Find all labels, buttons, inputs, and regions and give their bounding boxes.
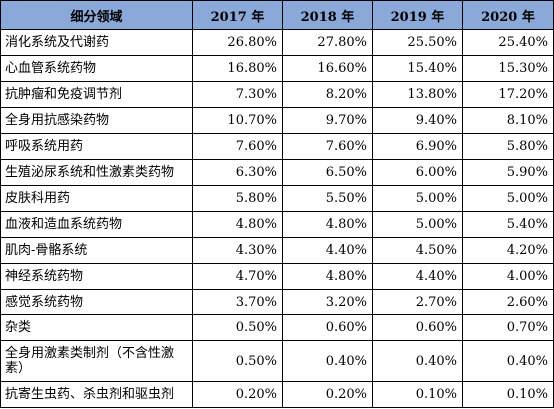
table-row: 心血管系统药物 16.80% 16.60% 15.40% 15.30% xyxy=(0,54,554,82)
header-2020: 2020 年 xyxy=(462,0,554,30)
row-value-cell: 5.00% xyxy=(372,184,463,212)
row-value-cell: 0.20% xyxy=(192,380,283,409)
row-segment-cell: 血液和造血系统药物 xyxy=(0,210,193,238)
row-value-cell: 4.40% xyxy=(282,236,373,264)
row-value-cell: 0.60% xyxy=(372,314,463,342)
row-value-cell: 3.70% xyxy=(192,288,283,316)
row-value-cell: 10.70% xyxy=(192,106,283,134)
row-value-cell: 7.60% xyxy=(192,132,283,160)
table-row: 抗肿瘤和免疫调节剂 7.30% 8.20% 13.80% 17.20% xyxy=(0,80,554,108)
table-body: 消化系统及代谢药 26.80% 27.80% 25.50% 25.40% 心血管系统药物 1… xyxy=(0,29,554,409)
row-value-cell: 6.50% xyxy=(282,158,373,186)
row-value-cell: 13.80% xyxy=(372,80,463,108)
row-value-cell: 2.70% xyxy=(372,288,463,316)
row-value-cell: 0.50% xyxy=(192,340,283,382)
row-segment-cell: 心血管系统药物 xyxy=(0,54,193,82)
table-row: 血液和造血系统药物 4.80% 4.80% 5.00% 5.40% xyxy=(0,210,554,238)
row-value-cell: 4.80% xyxy=(192,210,283,238)
table-row: 肌肉-骨骼系统 4.30% 4.40% 4.50% 4.20% xyxy=(0,236,554,264)
row-segment-cell: 皮肤科用药 xyxy=(0,184,193,212)
row-segment-cell: 神经系统药物 xyxy=(0,262,193,290)
row-value-cell: 4.70% xyxy=(192,262,283,290)
row-value-cell: 0.40% xyxy=(372,340,463,382)
row-value-cell: 2.60% xyxy=(462,288,554,316)
row-value-cell: 4.20% xyxy=(462,236,554,264)
row-value-cell: 4.40% xyxy=(372,262,463,290)
row-value-cell: 17.20% xyxy=(462,80,554,108)
header-2017: 2017 年 xyxy=(192,0,283,30)
row-value-cell: 16.80% xyxy=(192,54,283,82)
table-row: 生殖泌尿系统和性激素类药物 6.30% 6.50% 6.00% 5.90% xyxy=(0,158,554,186)
row-segment-cell: 杂类 xyxy=(0,314,193,342)
row-value-cell: 5.50% xyxy=(282,184,373,212)
row-value-cell: 8.20% xyxy=(282,80,373,108)
table-row: 抗寄生虫药、杀虫剂和驱虫剂 0.20% 0.20% 0.10% 0.10% xyxy=(0,380,554,409)
table-row: 神经系统药物 4.70% 4.80% 4.40% 4.00% xyxy=(0,262,554,290)
row-value-cell: 15.40% xyxy=(372,54,463,82)
row-value-cell: 8.10% xyxy=(462,106,554,134)
row-value-cell: 3.20% xyxy=(282,288,373,316)
table-row: 呼吸系统用药 7.60% 7.60% 6.90% 5.80% xyxy=(0,132,554,160)
row-value-cell: 5.80% xyxy=(462,132,554,160)
table-row: 消化系统及代谢药 26.80% 27.80% 25.50% 25.40% xyxy=(0,29,554,56)
table-row: 感觉系统药物 3.70% 3.20% 2.70% 2.60% xyxy=(0,288,554,316)
row-value-cell: 0.40% xyxy=(462,340,554,382)
row-segment-cell: 呼吸系统用药 xyxy=(0,132,193,160)
row-segment-cell: 全身用抗感染药物 xyxy=(0,106,193,134)
row-segment-cell: 肌肉-骨骼系统 xyxy=(0,236,193,264)
table-header: 细分领域 2017 年 2018 年 2019 年 2020 年 xyxy=(0,0,554,30)
row-value-cell: 0.60% xyxy=(282,314,373,342)
row-value-cell: 5.00% xyxy=(462,184,554,212)
table-row: 杂类 0.50% 0.60% 0.60% 0.70% xyxy=(0,314,554,342)
row-value-cell: 4.80% xyxy=(282,262,373,290)
row-value-cell: 7.60% xyxy=(282,132,373,160)
row-value-cell: 0.50% xyxy=(192,314,283,342)
row-segment-cell: 消化系统及代谢药 xyxy=(0,29,193,56)
row-value-cell: 5.00% xyxy=(372,210,463,238)
row-value-cell: 9.70% xyxy=(282,106,373,134)
table-row: 全身用激素类制剂（不含性激素） 0.50% 0.40% 0.40% 0.40% xyxy=(0,340,554,382)
table-row: 全身用抗感染药物 10.70% 9.70% 9.40% 8.10% xyxy=(0,106,554,134)
row-value-cell: 0.70% xyxy=(462,314,554,342)
row-value-cell: 6.00% xyxy=(372,158,463,186)
row-value-cell: 4.50% xyxy=(372,236,463,264)
row-value-cell: 6.30% xyxy=(192,158,283,186)
row-value-cell: 0.10% xyxy=(372,380,463,409)
row-segment-cell: 抗寄生虫药、杀虫剂和驱虫剂 xyxy=(0,380,193,409)
row-segment-cell: 抗肿瘤和免疫调节剂 xyxy=(0,80,193,108)
row-value-cell: 0.20% xyxy=(282,380,373,409)
row-segment-cell: 感觉系统药物 xyxy=(0,288,193,316)
row-value-cell: 0.40% xyxy=(282,340,373,382)
row-value-cell: 4.80% xyxy=(282,210,373,238)
row-value-cell: 5.80% xyxy=(192,184,283,212)
row-value-cell: 6.90% xyxy=(372,132,463,160)
row-value-cell: 25.40% xyxy=(462,29,554,56)
row-value-cell: 15.30% xyxy=(462,54,554,82)
header-2019: 2019 年 xyxy=(372,0,463,30)
row-value-cell: 25.50% xyxy=(372,29,463,56)
row-value-cell: 16.60% xyxy=(282,54,373,82)
row-value-cell: 5.90% xyxy=(462,158,554,186)
row-value-cell: 26.80% xyxy=(192,29,283,56)
header-2018: 2018 年 xyxy=(282,0,373,30)
row-segment-cell: 全身用激素类制剂（不含性激素） xyxy=(0,340,193,382)
row-value-cell: 5.40% xyxy=(462,210,554,238)
header-row: 细分领域 2017 年 2018 年 2019 年 2020 年 xyxy=(0,0,554,30)
row-value-cell: 4.30% xyxy=(192,236,283,264)
row-value-cell: 27.80% xyxy=(282,29,373,56)
row-segment-cell: 生殖泌尿系统和性激素类药物 xyxy=(0,158,193,186)
row-value-cell: 9.40% xyxy=(372,106,463,134)
row-value-cell: 7.30% xyxy=(192,80,283,108)
header-segment: 细分领域 xyxy=(0,0,193,30)
table-row: 皮肤科用药 5.80% 5.50% 5.00% 5.00% xyxy=(0,184,554,212)
row-value-cell: 4.00% xyxy=(462,262,554,290)
row-value-cell: 0.10% xyxy=(462,380,554,409)
